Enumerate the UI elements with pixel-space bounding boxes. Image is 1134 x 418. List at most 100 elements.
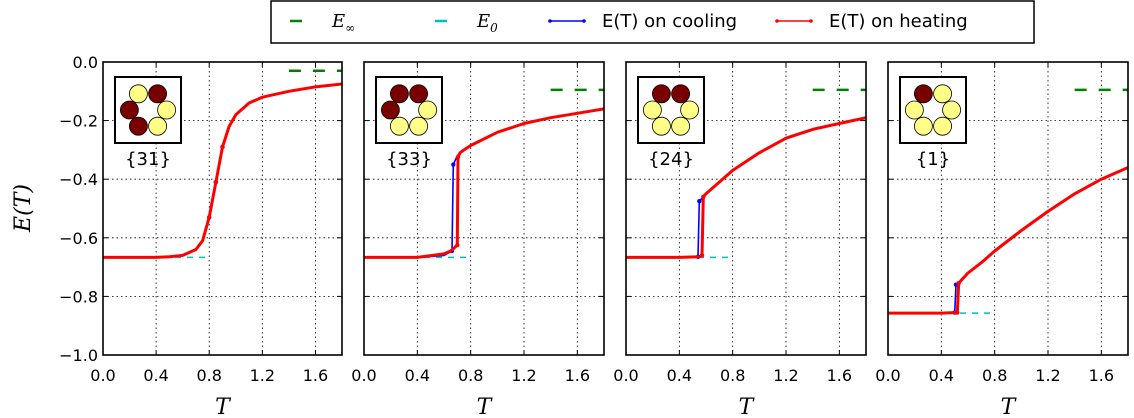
series-point	[699, 253, 705, 258]
inset-label: {24}	[648, 149, 694, 170]
x-tick-label: 1.2	[511, 366, 536, 385]
grid	[888, 62, 1128, 355]
light-particle	[409, 116, 429, 136]
x-tick-label: 0.0	[875, 366, 900, 385]
light-particle	[942, 100, 961, 120]
series-line	[103, 82, 342, 259]
series-point	[956, 281, 961, 286]
series-point	[213, 179, 219, 185]
y-tick-label: −0.6	[59, 229, 98, 248]
y-tick-label: −0.8	[59, 287, 98, 306]
x-tick-label: 0.4	[667, 366, 692, 385]
legend-item: E∞	[290, 11, 355, 35]
light-particle	[671, 116, 690, 136]
chart-panel: 0.0 0.4 0.8 1.2 1.6 0.0 −0.2 −0.4 −0.6 −0.8 −1.0 T E…	[11, 53, 343, 418]
dark-particle	[652, 84, 671, 104]
legend-marker	[809, 19, 813, 23]
inset-label: {31}	[125, 149, 171, 170]
series-point	[701, 194, 706, 199]
x-tick-label: 1.6	[1089, 366, 1114, 385]
x-tick-label: 0.4	[405, 366, 430, 385]
y-tick-label: −1.0	[59, 346, 98, 365]
y-tick-label: −0.2	[59, 112, 98, 131]
x-tick-label: 1.6	[303, 366, 328, 385]
legend-label-sub: ∞	[345, 21, 355, 35]
dark-particle	[389, 84, 409, 104]
chart-panel: 0.0 0.4 0.8 1.2 1.6 T {33}	[351, 61, 605, 418]
inset-label: {1}	[916, 149, 950, 170]
light-particle	[933, 116, 952, 136]
x-tick-label: 1.2	[773, 366, 798, 385]
dark-particle	[409, 84, 429, 104]
y-tick-label: −0.4	[59, 170, 98, 189]
light-particle	[652, 116, 671, 136]
dark-particle	[128, 116, 148, 136]
series-point	[455, 155, 461, 160]
x-axis-label: T	[215, 395, 232, 418]
x-tick-label: 0.4	[143, 366, 168, 385]
series-point	[955, 310, 960, 315]
axes-frame	[102, 61, 343, 356]
legend: E∞ E0 E(T) on cooling E(T) on heating	[270, 0, 1035, 44]
series-point	[451, 162, 456, 167]
light-particle	[418, 100, 438, 120]
dark-particle	[148, 84, 168, 104]
axes-frame	[887, 61, 1129, 356]
light-particle	[157, 100, 177, 120]
series-point	[697, 198, 702, 204]
grid	[103, 62, 342, 355]
light-particle	[680, 100, 699, 120]
y-axis-label: E(T)	[11, 184, 36, 233]
legend-marker	[548, 19, 552, 23]
series-point	[455, 242, 460, 248]
light-particle	[643, 100, 662, 120]
legend-box	[270, 0, 1035, 44]
x-tick-label: 1.2	[250, 366, 275, 385]
light-particle	[148, 116, 168, 136]
series-point	[207, 215, 212, 220]
legend-marker	[582, 19, 586, 23]
x-axis-label: T	[739, 395, 756, 418]
x-tick-label: 0.0	[90, 366, 115, 385]
inset-label: {33}	[386, 149, 432, 170]
series-point	[220, 144, 225, 150]
x-tick-label: 0.8	[720, 366, 745, 385]
grid	[364, 62, 604, 355]
x-tick-label: 0.8	[458, 366, 483, 385]
dark-particle	[914, 84, 933, 104]
dark-particle	[119, 100, 139, 120]
configuration-inset: {31}	[114, 76, 182, 170]
x-tick-label: 0.8	[196, 366, 221, 385]
configuration-inset: {1}	[899, 76, 967, 170]
legend-label: E(T) on heating	[829, 11, 968, 32]
dark-particle	[380, 100, 400, 120]
legend-label-sub: 0	[490, 21, 498, 35]
axes-frame	[363, 61, 605, 356]
series-line	[888, 166, 1128, 315]
chart-panel: 0.0 0.4 0.8 1.2 1.6 T {24}	[613, 61, 867, 418]
x-axis-label: T	[477, 395, 494, 418]
y-tick-label: 0.0	[73, 53, 98, 72]
light-particle	[128, 84, 148, 104]
series-line	[626, 116, 866, 259]
legend-marker	[775, 19, 779, 23]
legend-label: E∞	[331, 11, 355, 35]
axes-frame	[625, 61, 867, 356]
legend-item: E(T) on cooling	[548, 11, 737, 32]
legend-label: E(T) on cooling	[602, 11, 737, 32]
x-tick-label: 1.6	[565, 366, 590, 385]
x-tick-label: 0.0	[613, 366, 638, 385]
x-tick-label: 0.8	[982, 366, 1007, 385]
light-particle	[389, 116, 409, 136]
x-tick-label: 0.4	[929, 366, 954, 385]
configuration-inset: {33}	[375, 76, 443, 170]
x-tick-label: 0.0	[351, 366, 376, 385]
grid	[626, 62, 866, 355]
x-axis-label: T	[1001, 395, 1018, 418]
configuration-inset: {24}	[637, 76, 705, 170]
x-tick-label: 1.6	[827, 366, 852, 385]
light-particle	[905, 100, 924, 120]
x-tick-label: 1.2	[1035, 366, 1060, 385]
chart-panel: 0.0 0.4 0.8 1.2 1.6 T {1}	[875, 61, 1129, 418]
